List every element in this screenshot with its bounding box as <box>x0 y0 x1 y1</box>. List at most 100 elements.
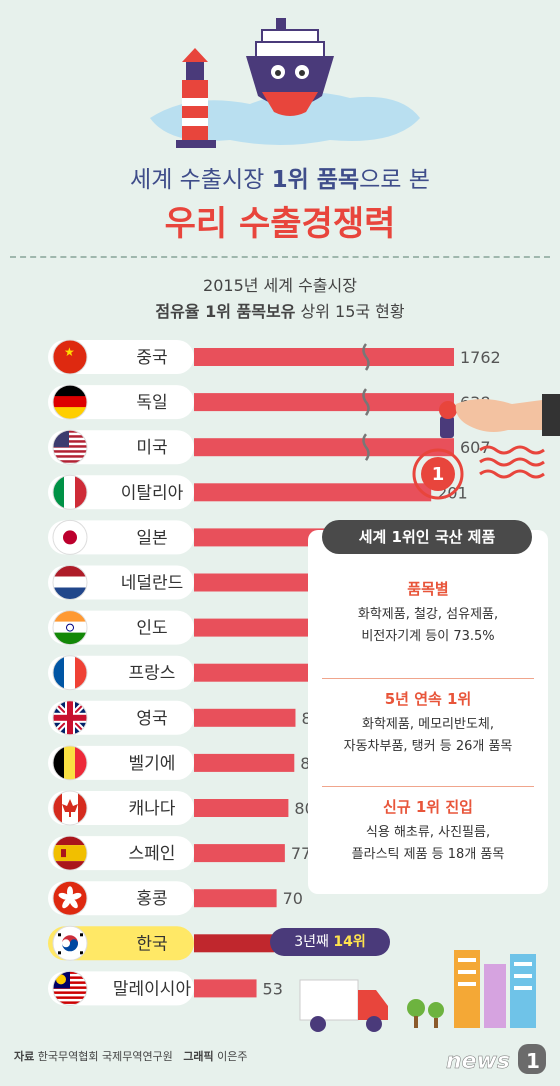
bar <box>194 483 432 502</box>
hongkong-flag <box>53 881 87 916</box>
country-label: 네덜란드 <box>121 574 184 594</box>
bar-row-10: 캐나다 80 <box>48 790 315 826</box>
section-1-line-2: 비전자기계 등이 73.5% <box>361 629 495 644</box>
subtitle-line-2-post: 상위 15국 현황 <box>295 302 405 321</box>
bar-row-1: 독일638 <box>48 384 491 420</box>
section-3-line-2: 플라스틱 제품 등 18개 품목 <box>351 847 505 862</box>
panel-title: 세계 1위인 국산 제품 <box>322 520 532 554</box>
flag-outline <box>52 429 88 465</box>
bar <box>194 934 275 953</box>
germany-flag <box>53 385 87 420</box>
korea-flag <box>53 926 87 961</box>
source-text: 한국무역협회 국제무역연구원 <box>34 1050 173 1063</box>
korea-rank-callout: 3년째 14위 <box>270 928 390 956</box>
bar <box>194 753 295 772</box>
svg-text:1: 1 <box>526 1049 540 1073</box>
title-line-2: 우리 수출경쟁력 <box>164 204 396 244</box>
india-flag <box>53 610 87 645</box>
italy-flag <box>53 475 87 510</box>
bar-row-9: 벨기에85 <box>48 745 321 781</box>
flag-outline <box>52 610 88 646</box>
value-label: 77 <box>291 844 311 863</box>
graphic-label: 그래픽 <box>183 1050 214 1063</box>
country-label: 프랑스 <box>129 664 176 684</box>
section-1-line-1: 화학제품, 철강, 섬유제품, <box>357 607 499 622</box>
water-shape <box>150 92 420 145</box>
value-label: 607 <box>460 438 491 457</box>
axis-break-mark <box>362 433 370 461</box>
truck-icon <box>299 979 388 1032</box>
country-label: 이탈리아 <box>121 483 184 503</box>
city-illustration <box>299 950 536 1032</box>
flag-outline <box>52 565 88 600</box>
belgium-flag <box>53 745 87 780</box>
svg-text:news: news <box>446 1049 510 1074</box>
france-flag <box>53 655 87 690</box>
flag-outline <box>52 790 88 826</box>
lighthouse-icon <box>176 48 216 148</box>
bar <box>194 348 454 366</box>
stamp-illustration: 1 <box>412 394 560 500</box>
section-3-line-1: 식용 해초류, 사진필름, <box>365 825 491 840</box>
flag-outline <box>52 835 88 871</box>
ship-icon <box>246 18 334 116</box>
country-label: 중국 <box>136 348 167 368</box>
bar <box>194 844 285 863</box>
footer-credits: 자료 한국무역협회 국제무역연구원 그래픽 이은주 <box>14 1048 248 1064</box>
bar <box>194 393 454 412</box>
section-2-line-1: 화학제품, 메모리반도체, <box>362 717 494 732</box>
flag-outline <box>52 474 88 510</box>
bar-row-2: 미국 607 <box>48 429 491 465</box>
title-line-1-bold: 1위 품목 <box>271 167 360 193</box>
flag-outline <box>52 700 88 736</box>
flag-outline <box>52 880 88 916</box>
building-icons <box>454 950 536 1028</box>
country-label: 미국 <box>136 438 167 458</box>
flag-outline <box>52 925 88 961</box>
hand-stamp-icon <box>439 394 560 438</box>
section-1-body: 화학제품, 철강, 섬유제품, 비전자기계 등이 73.5% <box>308 604 548 648</box>
value-label: 1762 <box>460 348 501 367</box>
axis-break-mark <box>362 388 370 416</box>
flag-outline <box>52 339 88 375</box>
flag-outline <box>52 745 88 781</box>
country-label: 영국 <box>136 709 167 729</box>
source-label: 자료 <box>14 1050 35 1063</box>
bar-row-12: 홍콩 70 <box>48 880 303 916</box>
title-line-1: 세계 수출시장 1위 품목으로 본 <box>0 160 560 194</box>
country-label: 벨기에 <box>129 754 176 774</box>
bar-row-11: 스페인 77 <box>48 835 311 871</box>
section-2-body: 화학제품, 메모리반도체, 자동차부품, 탱커 등 26개 품목 <box>308 714 548 758</box>
section-divider-2 <box>322 786 534 787</box>
bar <box>194 799 289 817</box>
section-2-title: 5년 연속 1위 <box>384 690 472 708</box>
divider <box>10 256 550 258</box>
country-label: 인도 <box>136 619 167 639</box>
country-label: 한국 <box>136 934 167 954</box>
bar-row-7: 프랑스101 <box>48 655 350 691</box>
info-panel: 품목별 화학제품, 철강, 섬유제품, 비전자기계 등이 73.5% 5년 연속… <box>308 530 548 894</box>
country-label: 스페인 <box>129 844 176 864</box>
subtitle-line-2-bold: 점유율 1위 품목보유 <box>155 302 296 321</box>
bar-row-14: 말레이시아 53 <box>48 970 283 1006</box>
flag-outline <box>52 970 88 1006</box>
callout-pre: 3년째 <box>294 934 334 950</box>
country-label: 홍콩 <box>136 889 167 909</box>
svg-text:1: 1 <box>432 464 445 485</box>
section-3-title: 신규 1위 진입 <box>383 798 473 816</box>
wavy-lines <box>479 445 545 479</box>
callout-bold: 14위 <box>333 934 366 950</box>
bar-row-13: 한국68 <box>48 925 303 961</box>
value-label: 70 <box>283 889 303 908</box>
country-label: 캐나다 <box>129 799 176 819</box>
section-1-title: 품목별 <box>407 580 449 598</box>
bar <box>194 438 454 457</box>
hero-illustration <box>150 18 420 148</box>
bar-row-8: 영국86 <box>48 700 322 736</box>
value-label: 53 <box>263 979 283 998</box>
bar <box>194 708 296 727</box>
canada-flag <box>53 791 87 825</box>
uk-flag <box>53 700 87 735</box>
country-label: 독일 <box>136 393 167 413</box>
country-label: 일본 <box>136 528 167 548</box>
